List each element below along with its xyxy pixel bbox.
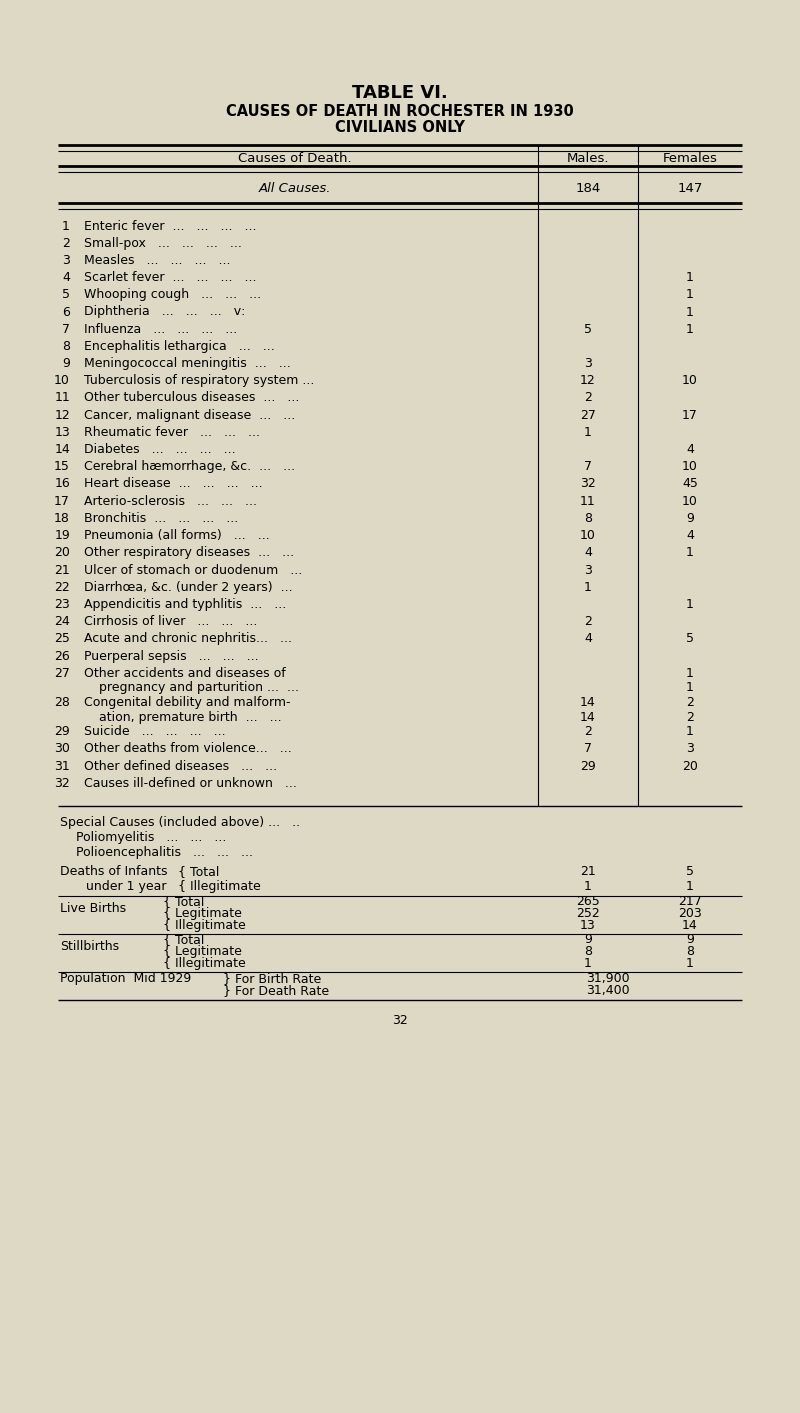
Text: Deaths of Infants: Deaths of Infants	[60, 865, 167, 877]
Text: Live Births: Live Births	[60, 901, 126, 916]
Text: Whooping cough   ...   ...   ...: Whooping cough ... ... ...	[84, 288, 261, 301]
Text: 2: 2	[686, 711, 694, 723]
Text: Other accidents and diseases of: Other accidents and diseases of	[84, 667, 286, 680]
Text: 13: 13	[54, 425, 70, 439]
Text: 7: 7	[584, 742, 592, 756]
Text: 3: 3	[686, 742, 694, 756]
Text: 1: 1	[584, 425, 592, 439]
Text: Pneumonia (all forms)   ...   ...: Pneumonia (all forms) ... ...	[84, 528, 270, 543]
Text: { Illegitimate: { Illegitimate	[178, 880, 261, 893]
Text: 9: 9	[686, 512, 694, 524]
Text: 16: 16	[54, 478, 70, 490]
Text: 4: 4	[584, 632, 592, 646]
Text: 9: 9	[686, 933, 694, 945]
Text: Diabetes   ...   ...   ...   ...: Diabetes ... ... ... ...	[84, 444, 236, 456]
Text: 10: 10	[580, 528, 596, 543]
Text: 147: 147	[678, 181, 702, 195]
Text: Encephalitis lethargica   ...   ...: Encephalitis lethargica ... ...	[84, 341, 274, 353]
Text: 17: 17	[682, 408, 698, 421]
Text: 21: 21	[580, 865, 596, 877]
Text: 9: 9	[584, 933, 592, 945]
Text: under 1 year: under 1 year	[86, 880, 166, 893]
Text: 4: 4	[584, 547, 592, 560]
Text: 7: 7	[62, 322, 70, 336]
Text: 2: 2	[62, 237, 70, 250]
Text: 2: 2	[584, 615, 592, 629]
Text: Polioencephalitis   ...   ...   ...: Polioencephalitis ... ... ...	[60, 846, 253, 859]
Text: 12: 12	[580, 374, 596, 387]
Text: 26: 26	[54, 650, 70, 663]
Text: Appendicitis and typhlitis  ...   ...: Appendicitis and typhlitis ... ...	[84, 598, 286, 610]
Text: 1: 1	[686, 725, 694, 738]
Text: All Causes.: All Causes.	[258, 181, 331, 195]
Text: 1: 1	[584, 957, 592, 969]
Text: 1: 1	[686, 880, 694, 893]
Text: 265: 265	[576, 894, 600, 909]
Text: 32: 32	[392, 1015, 408, 1027]
Text: 1: 1	[62, 219, 70, 233]
Text: ation, premature birth  ...   ...: ation, premature birth ... ...	[99, 711, 282, 723]
Text: 20: 20	[54, 547, 70, 560]
Text: Poliomyelitis   ...   ...   ...: Poliomyelitis ... ... ...	[60, 831, 226, 844]
Text: Other deaths from violence...   ...: Other deaths from violence... ...	[84, 742, 292, 756]
Text: Population  Mid 1929: Population Mid 1929	[60, 972, 191, 985]
Text: 10: 10	[682, 495, 698, 507]
Text: Enteric fever  ...   ...   ...   ...: Enteric fever ... ... ... ...	[84, 219, 257, 233]
Text: 1: 1	[686, 288, 694, 301]
Text: Stillbirths: Stillbirths	[60, 940, 119, 952]
Text: Causes ill-defined or unknown   ...: Causes ill-defined or unknown ...	[84, 777, 297, 790]
Text: 31,400: 31,400	[586, 983, 630, 998]
Text: 8: 8	[584, 945, 592, 958]
Text: 1: 1	[686, 271, 694, 284]
Text: Cirrhosis of liver   ...   ...   ...: Cirrhosis of liver ... ... ...	[84, 615, 258, 629]
Text: Suicide   ...   ...   ...   ...: Suicide ... ... ... ...	[84, 725, 226, 738]
Text: 10: 10	[682, 461, 698, 473]
Text: 4: 4	[686, 444, 694, 456]
Text: Cerebral hæmorrhage, &c.  ...   ...: Cerebral hæmorrhage, &c. ... ...	[84, 461, 295, 473]
Text: Ulcer of stomach or duodenum   ...: Ulcer of stomach or duodenum ...	[84, 564, 302, 577]
Text: 4: 4	[686, 528, 694, 543]
Text: Females: Females	[662, 151, 718, 164]
Text: 10: 10	[682, 374, 698, 387]
Text: 252: 252	[576, 907, 600, 920]
Text: { Total: { Total	[163, 933, 204, 945]
Text: 45: 45	[682, 478, 698, 490]
Text: 24: 24	[54, 615, 70, 629]
Text: Causes of Death.: Causes of Death.	[238, 151, 352, 164]
Text: 2: 2	[584, 391, 592, 404]
Text: Diarrhœa, &c. (under 2 years)  ...: Diarrhœa, &c. (under 2 years) ...	[84, 581, 293, 593]
Text: 1: 1	[584, 880, 592, 893]
Text: 2: 2	[686, 697, 694, 709]
Text: 1: 1	[686, 598, 694, 610]
Text: 2: 2	[584, 725, 592, 738]
Text: 5: 5	[686, 632, 694, 646]
Text: 3: 3	[584, 357, 592, 370]
Text: 22: 22	[54, 581, 70, 593]
Text: } For Death Rate: } For Death Rate	[223, 983, 329, 998]
Text: pregnancy and parturition ...  ...: pregnancy and parturition ... ...	[99, 681, 299, 694]
Text: 23: 23	[54, 598, 70, 610]
Text: 13: 13	[580, 918, 596, 933]
Text: { Legitimate: { Legitimate	[163, 907, 242, 920]
Text: { Total: { Total	[163, 894, 204, 909]
Text: 27: 27	[54, 667, 70, 680]
Text: 32: 32	[580, 478, 596, 490]
Text: 1: 1	[686, 957, 694, 969]
Text: 30: 30	[54, 742, 70, 756]
Text: 1: 1	[686, 547, 694, 560]
Text: { Total: { Total	[178, 865, 219, 877]
Text: 5: 5	[584, 322, 592, 336]
Text: { Legitimate: { Legitimate	[163, 945, 242, 958]
Text: 1: 1	[686, 667, 694, 680]
Text: Meningococcal meningitis  ...   ...: Meningococcal meningitis ... ...	[84, 357, 290, 370]
Text: Diphtheria   ...   ...   ...   ᴠ:: Diphtheria ... ... ... ᴠ:	[84, 305, 246, 318]
Text: 8: 8	[686, 945, 694, 958]
Text: Influenza   ...   ...   ...   ...: Influenza ... ... ... ...	[84, 322, 238, 336]
Text: 29: 29	[54, 725, 70, 738]
Text: Scarlet fever  ...   ...   ...   ...: Scarlet fever ... ... ... ...	[84, 271, 257, 284]
Text: 217: 217	[678, 894, 702, 909]
Text: 1: 1	[686, 681, 694, 694]
Text: 7: 7	[584, 461, 592, 473]
Text: 1: 1	[686, 322, 694, 336]
